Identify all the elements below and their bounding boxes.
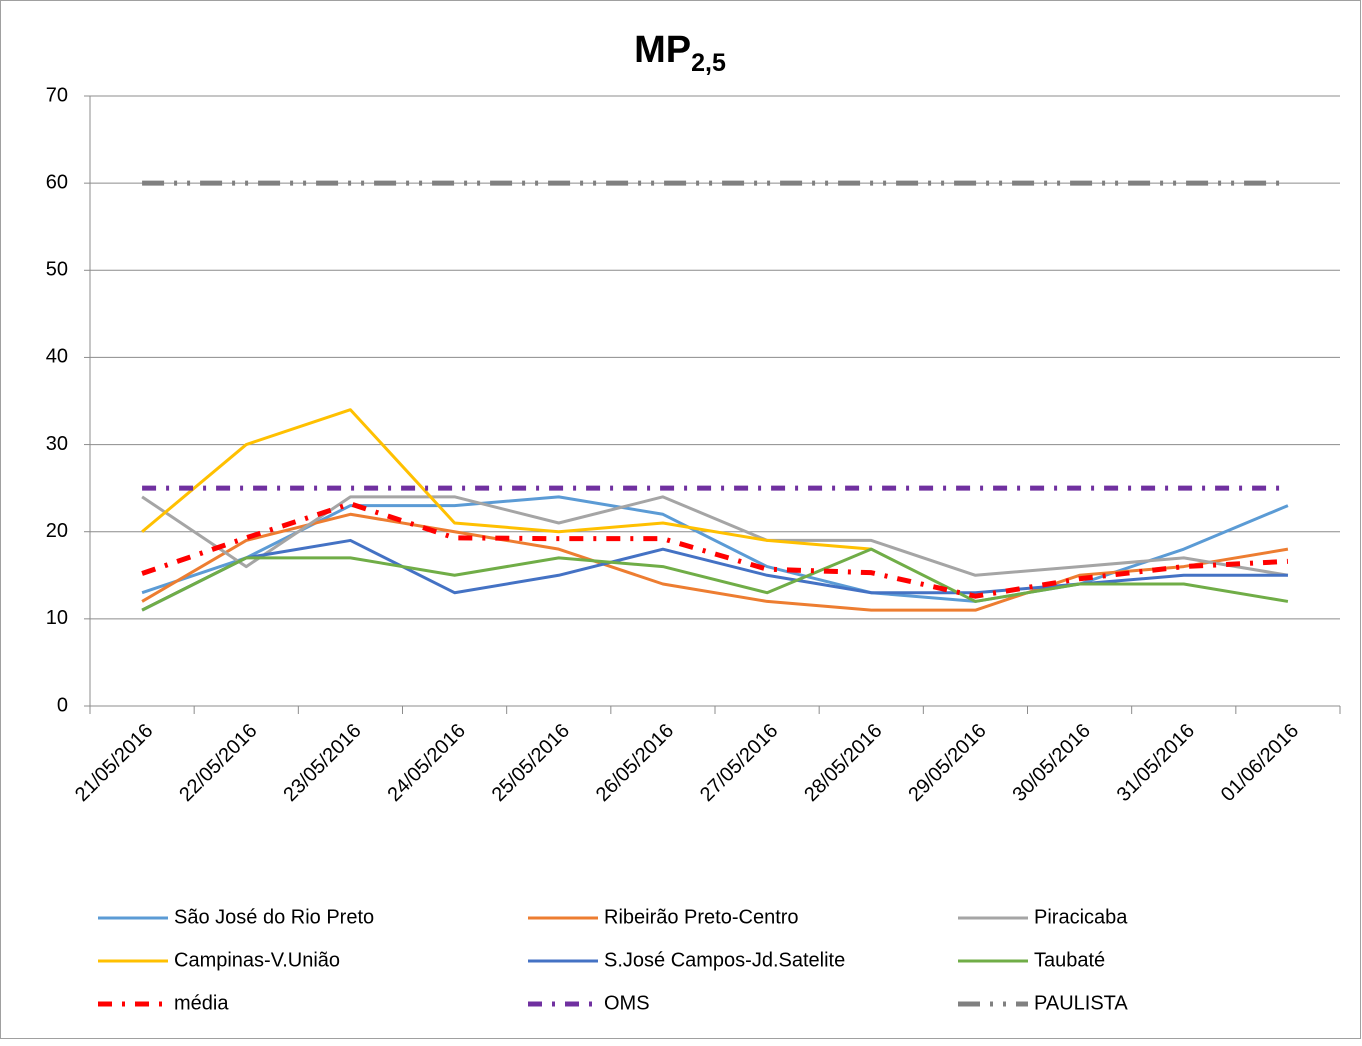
legend-label: Ribeirão Preto-Centro xyxy=(604,906,799,928)
legend-label: Taubaté xyxy=(1034,949,1105,971)
legend-label: OMS xyxy=(604,992,650,1014)
legend-label: PAULISTA xyxy=(1034,992,1128,1014)
legend-label: Piracicaba xyxy=(1034,906,1128,928)
chart-title: MP2,5 xyxy=(634,29,726,77)
series-line xyxy=(141,495,1289,577)
series-line xyxy=(141,512,1289,612)
legend-label: Campinas-V.União xyxy=(174,949,340,971)
y-tick-label: 0 xyxy=(57,694,68,716)
title-main: MP xyxy=(634,29,691,71)
y-tick-label: 40 xyxy=(46,346,68,368)
series-line xyxy=(141,408,872,551)
title-subscript: 2,5 xyxy=(691,49,726,77)
series-line xyxy=(141,495,1289,603)
y-tick-label: 70 xyxy=(46,84,68,106)
y-tick-label: 30 xyxy=(46,433,68,455)
y-tick-label: 20 xyxy=(46,520,68,542)
y-tick-label: 50 xyxy=(46,259,68,281)
y-tick-label: 10 xyxy=(46,607,68,629)
y-tick-label: 60 xyxy=(46,171,68,193)
legend-label: São José do Rio Preto xyxy=(174,906,374,928)
legend-label: S.José Campos-Jd.Satelite xyxy=(604,949,845,971)
legend-label: média xyxy=(174,992,229,1014)
series-line xyxy=(141,547,1289,612)
